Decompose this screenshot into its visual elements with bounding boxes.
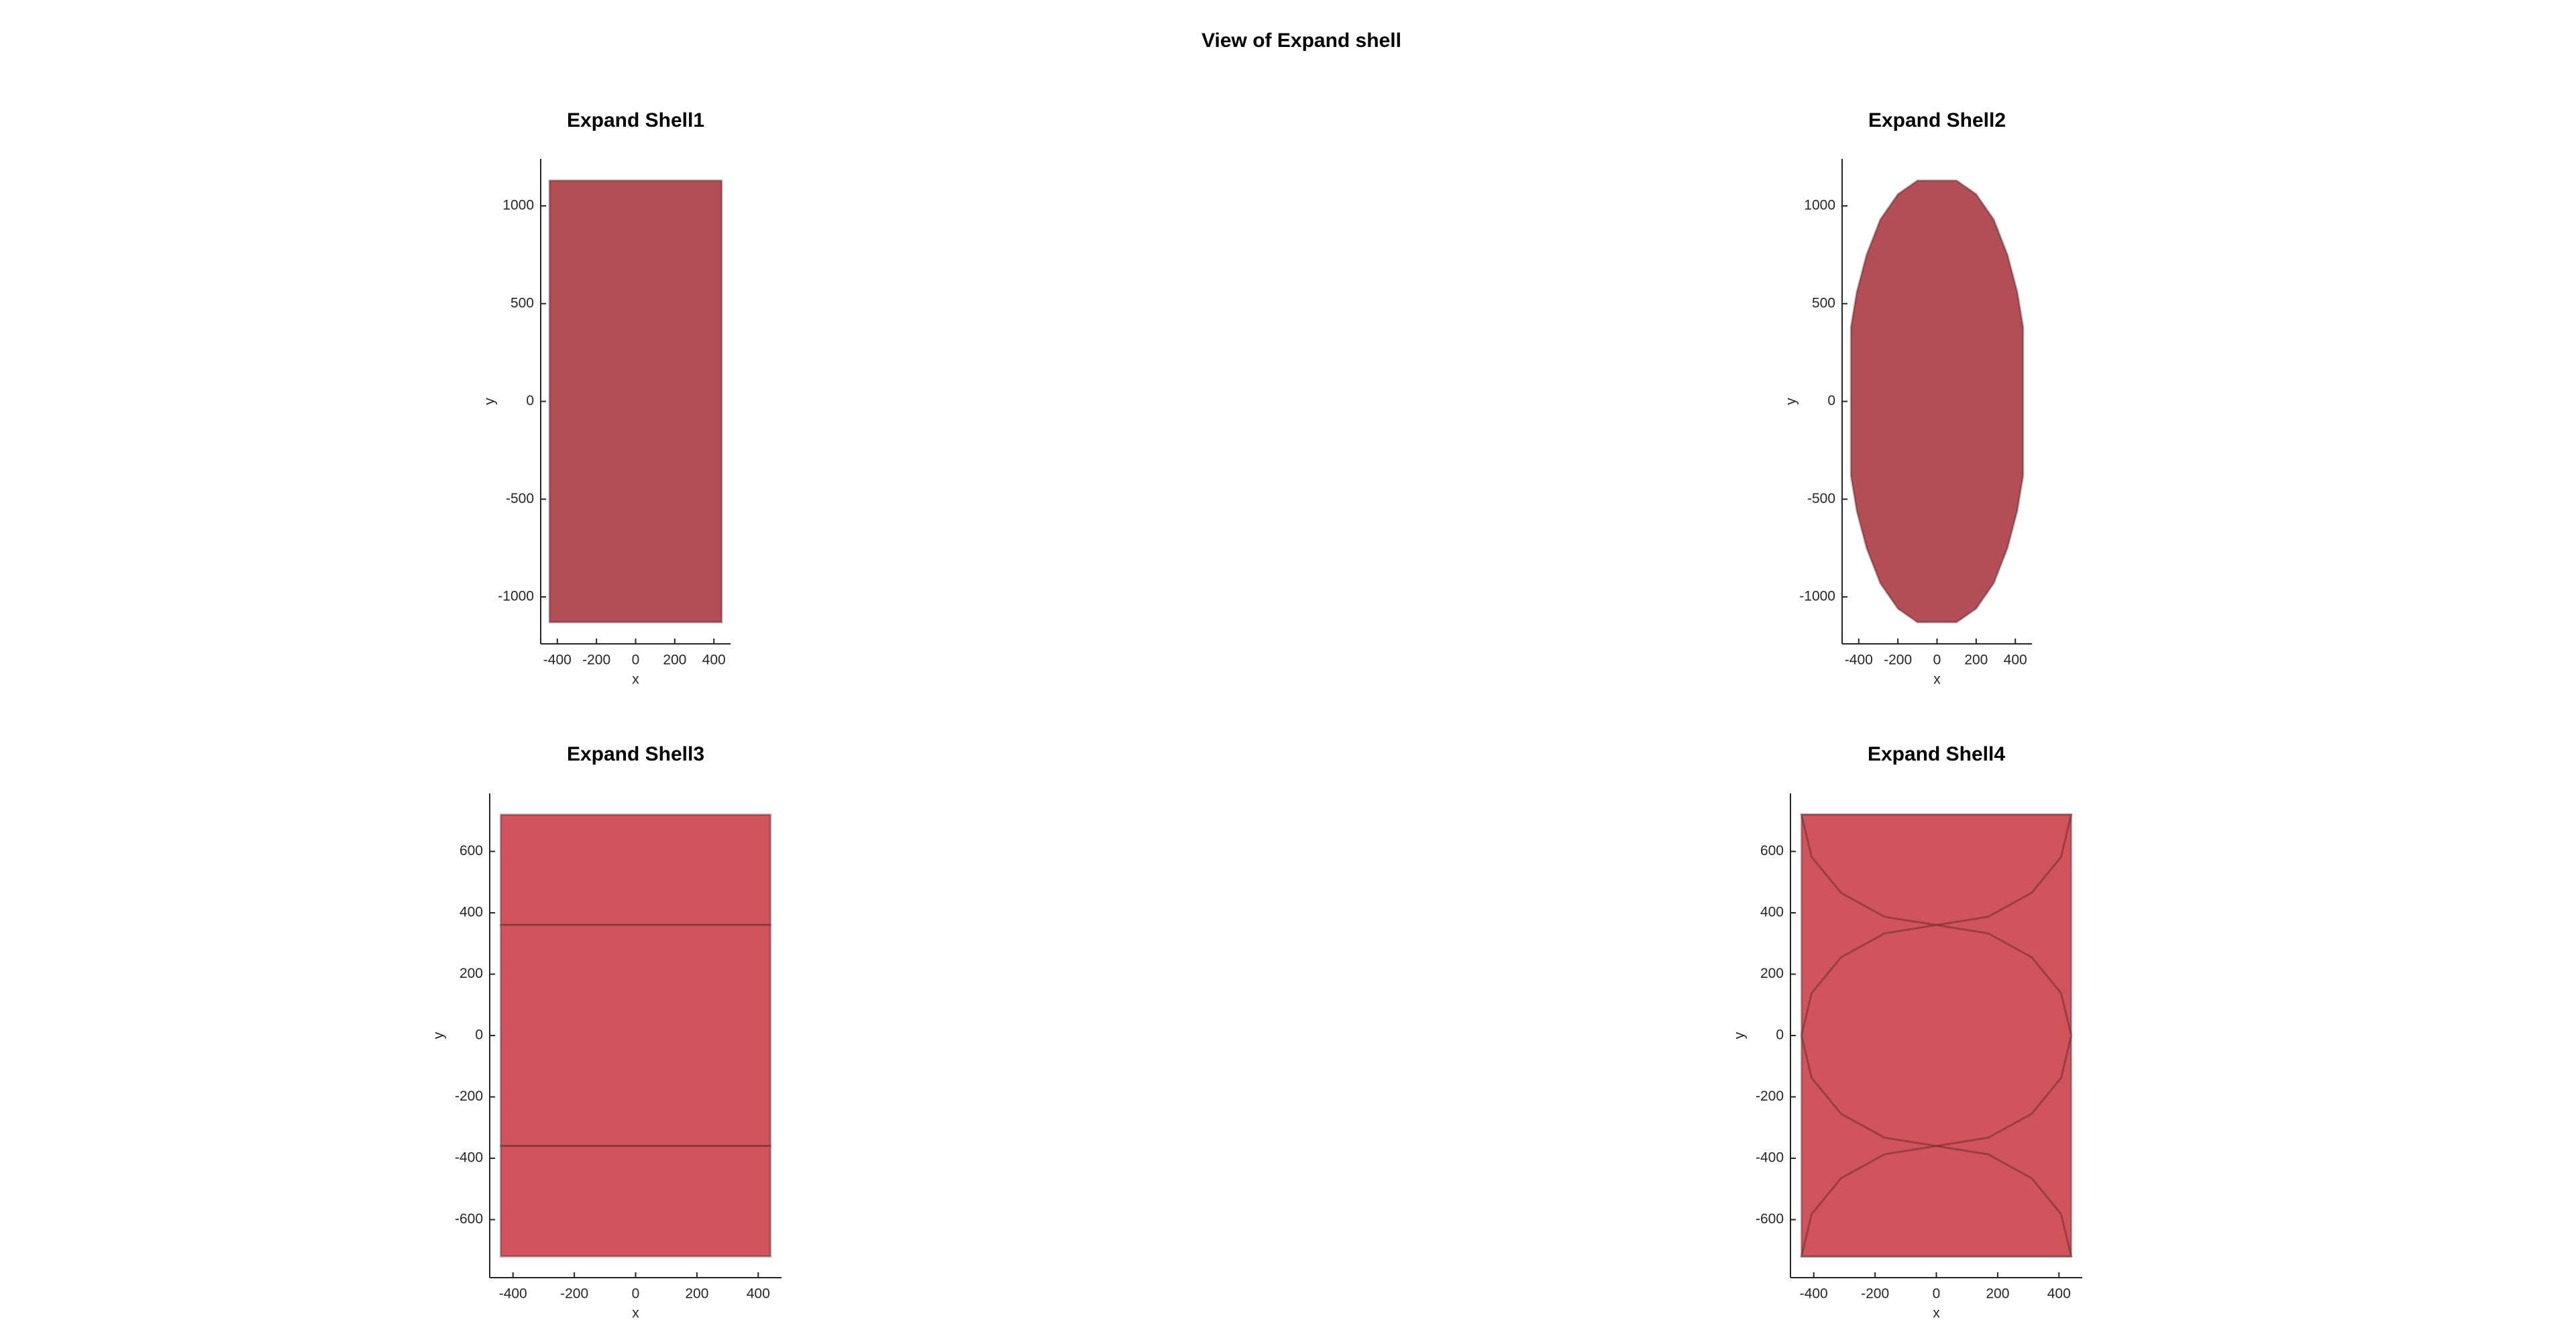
x-tick-label: 0 [632, 1286, 640, 1302]
y-tick-label: 1000 [1804, 198, 1835, 213]
x-tick-label: 0 [1933, 653, 1941, 668]
x-tick-label: 400 [747, 1286, 770, 1302]
y-tick-label: 0 [1827, 393, 1835, 408]
y-tick-label: -500 [506, 491, 534, 506]
y-tick-label: 400 [460, 905, 483, 920]
x-tick-label: 200 [1986, 1286, 2009, 1302]
y-tick-label: -200 [455, 1089, 483, 1104]
y-tick-label: 200 [1760, 966, 1784, 981]
x-tick-label: 0 [632, 653, 640, 668]
x-tick-label: 200 [685, 1286, 708, 1302]
x-tick-label: -400 [1800, 1286, 1828, 1302]
y-axis-label: y [1784, 398, 1799, 405]
x-axis-label: x [632, 672, 639, 687]
subplot-title: Expand Shell3 [567, 743, 704, 765]
shell-patch [1800, 814, 2073, 926]
x-tick-label: -400 [1845, 653, 1873, 668]
figure-title: View of Expand shell [1201, 30, 1401, 52]
y-tick-label: 0 [475, 1027, 483, 1043]
y-tick-label: -400 [1756, 1150, 1784, 1166]
y-tick-label: 200 [460, 966, 483, 981]
y-tick-label: 500 [511, 295, 534, 311]
shell-patch [1800, 924, 2073, 1148]
y-tick-label: 1000 [502, 198, 534, 213]
y-tick-label: 0 [1776, 1027, 1784, 1043]
x-axis-label: x [1933, 672, 1941, 687]
x-tick-label: 0 [1933, 1286, 1941, 1302]
y-axis-label: y [1732, 1032, 1748, 1039]
y-tick-label: 600 [1760, 843, 1784, 858]
x-tick-label: -400 [543, 653, 572, 668]
shell-patch [499, 924, 772, 1148]
y-tick-label: 600 [460, 843, 483, 858]
x-tick-label: 400 [2047, 1286, 2071, 1302]
shell-patch [1849, 179, 2025, 624]
y-tick-label: -400 [455, 1150, 483, 1166]
y-axis-label: y [482, 398, 498, 405]
x-tick-label: 400 [2004, 653, 2027, 668]
x-axis-label: x [632, 1306, 639, 1321]
x-tick-label: -200 [1861, 1286, 1889, 1302]
x-tick-label: -200 [1884, 653, 1912, 668]
subplot-title: Expand Shell4 [1868, 743, 2005, 765]
y-tick-label: -1000 [1799, 589, 1835, 604]
subplot-title: Expand Shell1 [567, 109, 704, 131]
shell-patch [1800, 1145, 2073, 1258]
x-tick-label: 400 [702, 653, 726, 668]
x-tick-label: 200 [1964, 653, 1988, 668]
shell-patch [499, 814, 772, 926]
shell-patch [548, 179, 723, 624]
y-tick-label: -200 [1756, 1089, 1784, 1104]
shell-patch [499, 1145, 772, 1258]
y-axis-label: y [431, 1032, 447, 1039]
x-tick-label: 200 [663, 653, 686, 668]
x-tick-label: -200 [582, 653, 610, 668]
y-tick-label: 0 [526, 393, 534, 408]
x-axis-label: x [1933, 1306, 1940, 1321]
y-tick-label: -500 [1807, 491, 1835, 506]
y-tick-label: -600 [455, 1211, 483, 1227]
x-tick-label: -400 [499, 1286, 527, 1302]
subplot-title: Expand Shell2 [1868, 109, 2006, 131]
x-tick-label: -200 [560, 1286, 588, 1302]
y-tick-label: 500 [1812, 295, 1835, 311]
y-tick-label: 400 [1760, 905, 1784, 920]
y-tick-label: -1000 [498, 589, 534, 604]
y-tick-label: -600 [1756, 1211, 1784, 1227]
